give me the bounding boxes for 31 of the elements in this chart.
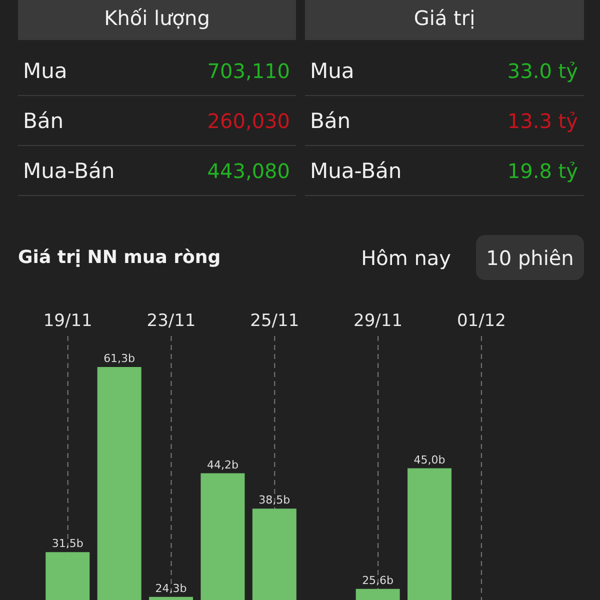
category-label: Giá trị bbox=[414, 6, 476, 30]
data-label: 24,3b bbox=[155, 582, 187, 595]
header-cell: Giá trị bbox=[305, 0, 584, 40]
category-label: Mua-Bán bbox=[310, 158, 402, 182]
text: Hôm nay bbox=[361, 246, 451, 270]
data-label: 25,6b bbox=[362, 574, 394, 587]
x-tick-label: 29/11 bbox=[354, 311, 403, 331]
category-label: Khối lượng bbox=[104, 6, 210, 30]
text: 33.0 tỷ bbox=[507, 58, 578, 82]
category-label: Bán bbox=[310, 108, 351, 132]
text: 443,080 bbox=[207, 158, 290, 182]
text: 13.3 tỷ bbox=[507, 108, 578, 132]
data-label: 38,5b bbox=[258, 494, 290, 507]
data-label: 61,3b bbox=[104, 352, 136, 366]
chart-title: Giá trị NN mua ròng bbox=[18, 246, 221, 270]
selected-tab: 10 phiên bbox=[476, 235, 584, 280]
category-label: Mua-Bán bbox=[23, 158, 115, 182]
text: 703,110 bbox=[207, 58, 290, 82]
data-label: 31,5b bbox=[52, 537, 84, 550]
x-tick-label: 23/11 bbox=[146, 311, 196, 331]
data-label: 44,2b bbox=[206, 458, 238, 472]
x-tick-label: 19/11 bbox=[43, 311, 92, 331]
text: 260,030 bbox=[207, 108, 290, 132]
data-label: 45,0b bbox=[414, 453, 446, 466]
x-tick-label: 25/11 bbox=[250, 311, 300, 331]
x-tick-label: 01/12 bbox=[456, 311, 506, 331]
category-label: Bán bbox=[23, 108, 64, 132]
category-label: Mua bbox=[23, 58, 68, 82]
text: 19.8 tỷ bbox=[507, 158, 578, 182]
header-cell: Khối lượng bbox=[18, 0, 296, 40]
category-label: Mua bbox=[310, 58, 354, 82]
